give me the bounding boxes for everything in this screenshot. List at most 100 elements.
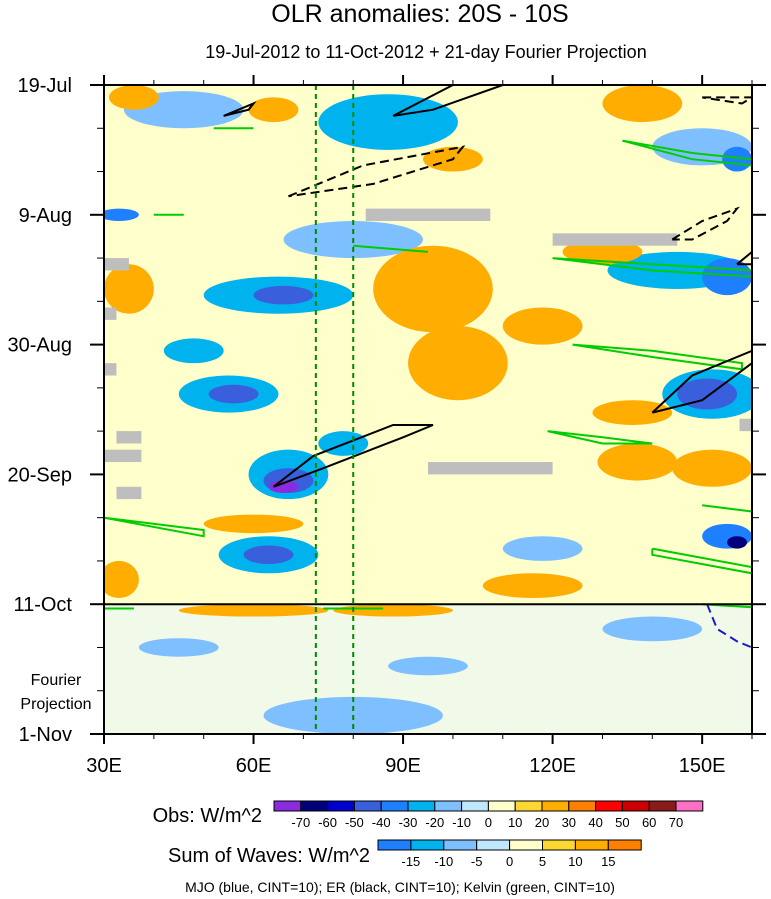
chart-title: OLR anomalies: 20S - 10S — [271, 0, 568, 28]
anomaly-patch-6 — [602, 85, 683, 123]
anomaly-patch-10 — [104, 208, 139, 221]
waves-legend-swatch-4 — [509, 839, 544, 851]
obs-legend-swatch-15 — [675, 800, 704, 812]
obs-legend-swatch-2 — [327, 800, 355, 812]
er-contour-3 — [272, 424, 434, 488]
axes: 30E 60E 90E 120E 150E 19-Jul 9-Aug 30-Aug 20-Sep… — [8, 75, 766, 777]
missing-data-2 — [428, 462, 553, 475]
kelvin-contour-7 — [104, 516, 205, 538]
obs-legend-level-4: -30 — [399, 815, 418, 830]
obs-legend-level-1: -60 — [318, 815, 337, 830]
missing-data-6 — [116, 431, 142, 444]
anomaly-patch-4 — [108, 85, 159, 110]
y-tick-label-5: 1-Nov — [19, 724, 72, 746]
y-tick-label-0: 19-Jul — [18, 75, 72, 97]
waves-legend-swatch-3 — [476, 839, 511, 851]
anomaly-patch-32 — [597, 443, 678, 481]
obs-legend-swatch-14 — [648, 800, 677, 812]
waves-legend-swatch-6 — [574, 839, 609, 851]
obs-legend-level-11: 40 — [588, 815, 602, 830]
anomaly-patch-40 — [104, 560, 139, 599]
obs-legend-swatch-1 — [300, 800, 329, 812]
obs-legend-level-12: 50 — [615, 815, 629, 830]
anomaly-patch-15 — [373, 245, 493, 333]
chart-subtitle: 19-Jul-2012 to 11-Oct-2012 + 21-day Four… — [205, 42, 646, 62]
waves-legend-level-0: -15 — [402, 854, 421, 869]
waves-legend-swatch-1 — [410, 839, 445, 851]
waves-legend-level-5: 10 — [568, 854, 582, 869]
obs-legend-level-14: 70 — [669, 815, 683, 830]
er-contour-5 — [736, 250, 752, 266]
missing-data-8 — [116, 486, 142, 500]
waves-legend-swatch-0 — [377, 839, 412, 851]
obs-legend-swatch-9 — [514, 800, 543, 812]
kelvin-contour-0 — [622, 139, 752, 167]
anomaly-patch-35 — [243, 545, 294, 565]
obs-legend-level-5: -20 — [425, 815, 444, 830]
obs-legend-level-13: 60 — [642, 815, 656, 830]
y-tick-label-4: 11-Oct — [13, 594, 72, 616]
anomaly-patch-39 — [727, 536, 748, 549]
x-tick-label-3: 120E — [529, 755, 576, 777]
forecast-label-line-0: Fourier — [31, 672, 82, 689]
obs-legend-swatch-8 — [487, 800, 516, 812]
obs-legend-swatch-10 — [541, 800, 570, 812]
anomaly-patch-44 — [388, 656, 468, 676]
anomaly-patch-45 — [138, 638, 219, 657]
er-contour-7 — [671, 206, 740, 241]
kelvin-contour-1 — [552, 257, 752, 278]
y-tick-label-3: 20-Sep — [8, 464, 73, 486]
anomaly-patch-27 — [592, 400, 673, 425]
y-tick-label-2: 30-Aug — [8, 335, 73, 357]
legends: Obs: W/m^2 -70 -60 -50 -40 -30 -20 -10 0 10 20 30 40… — [153, 800, 704, 869]
mjo-contour-0 — [706, 603, 752, 649]
obs-legend-title: Obs: W/m^2 — [153, 805, 262, 827]
waves-legend-level-3: 0 — [506, 854, 513, 869]
obs-legend-swatch-12 — [595, 800, 623, 812]
x-tick-label-0: 30E — [86, 755, 122, 777]
obs-legend-swatch-13 — [621, 800, 650, 812]
anomaly-patch-14 — [253, 285, 314, 305]
er-contour-0 — [392, 85, 504, 117]
plot-area — [104, 85, 752, 734]
anomaly-patch-43 — [333, 604, 453, 617]
anomaly-patch-20 — [163, 338, 224, 364]
obs-legend-level-0: -70 — [291, 815, 310, 830]
plot-clip-group — [104, 85, 752, 734]
er-contour-2 — [223, 101, 257, 117]
waves-legend-level-4: 5 — [539, 854, 546, 869]
kelvin-contour-6 — [353, 244, 429, 253]
y-tick-label-1: 9-Aug — [19, 205, 72, 227]
forecast-label-line-1: Projection — [20, 696, 91, 713]
obs-legend-level-2: -50 — [345, 815, 364, 830]
obs-legend-level-9: 20 — [535, 815, 549, 830]
anomaly-patch-42 — [178, 604, 329, 617]
anomaly-patch-23 — [408, 326, 508, 401]
waves-legend-level-2: -5 — [471, 854, 483, 869]
missing-data-4 — [104, 307, 117, 320]
obs-legend-swatch-7 — [461, 800, 489, 812]
obs-legend-swatch-6 — [434, 800, 463, 812]
obs-legend-swatch-4 — [380, 800, 409, 812]
obs-legend-swatch-0 — [273, 800, 302, 812]
anomaly-patch-5 — [248, 97, 299, 123]
anomaly-patch-2 — [318, 94, 458, 150]
waves-legend-swatch-5 — [542, 839, 576, 851]
anomaly-patch-22 — [208, 384, 259, 404]
anomaly-patch-41 — [482, 573, 583, 599]
anomaly-patch-36 — [502, 536, 583, 561]
waves-legend-swatch-7 — [607, 839, 642, 851]
kelvin-contour-9 — [651, 547, 752, 575]
missing-data-0 — [365, 208, 491, 221]
obs-legend-level-3: -40 — [372, 815, 391, 830]
x-tick-label-2: 90E — [385, 755, 421, 777]
waves-legend-level-6: 15 — [601, 854, 615, 869]
anomaly-patch-19 — [104, 264, 154, 314]
missing-data-5 — [104, 363, 117, 376]
x-tick-label-4: 150E — [679, 755, 726, 777]
kelvin-contour-8 — [702, 504, 752, 513]
x-tick-label-1: 60E — [236, 755, 272, 777]
waves-legend-level-1: -10 — [434, 854, 453, 869]
kelvin-contour-2 — [572, 343, 743, 371]
